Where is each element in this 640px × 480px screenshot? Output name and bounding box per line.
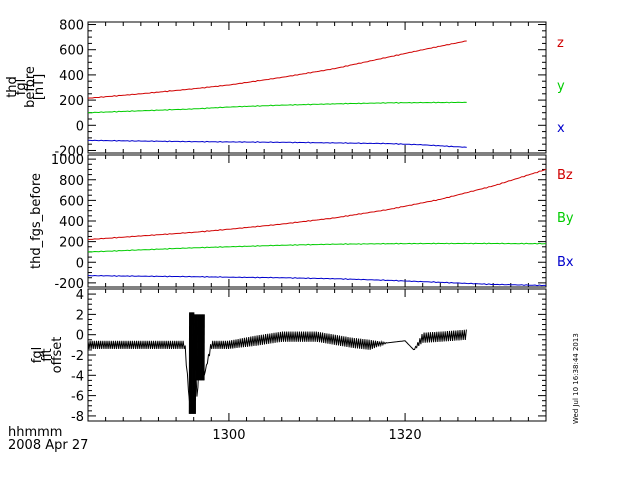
legend-label: x	[557, 121, 565, 136]
legend-label: y	[557, 79, 565, 94]
series-line-bz	[88, 168, 546, 240]
axes-frame	[87, 288, 547, 422]
y-tick-label: 400	[59, 215, 84, 230]
legend-label: Bz	[557, 168, 573, 183]
y-tick-label: -4	[71, 369, 84, 384]
series-line-x	[88, 139, 467, 148]
series-line-y	[88, 101, 467, 114]
y-axis-label: fit	[40, 348, 55, 361]
series-line-by	[88, 242, 546, 253]
x-tick-label: 1320	[389, 428, 422, 443]
y-axis-label: fgl	[14, 79, 29, 95]
y-axis-label: thd	[5, 76, 20, 98]
y-tick-label: -2	[71, 349, 84, 364]
axes-frame	[87, 21, 547, 154]
y-tick-label: 600	[59, 194, 84, 209]
legend-label: Bx	[557, 255, 574, 270]
y-axis-label: offset	[50, 337, 65, 374]
axes-frame	[87, 154, 547, 288]
y-tick-label: 2	[76, 308, 84, 323]
y-tick-label: 400	[59, 69, 84, 84]
y-tick-label: 600	[59, 44, 84, 59]
y-tick-label: -200	[54, 144, 84, 159]
series-spike-burst	[188, 312, 205, 414]
y-tick-label: 800	[59, 19, 84, 34]
y-tick-label: 4	[76, 288, 84, 303]
y-tick-label: 0	[76, 329, 84, 344]
y-tick-label: 1000	[51, 153, 84, 168]
legend-label: z	[557, 36, 564, 51]
y-tick-label: 0	[76, 119, 84, 134]
series-line-z	[88, 40, 467, 99]
y-tick-label: -200	[54, 277, 84, 292]
panel-fgs-before: -200 0 200 400 600 800 1000 thd_fgs_before Bz By B…	[29, 153, 574, 292]
x-tick-label: 1300	[212, 428, 245, 443]
legend-label: By	[557, 211, 574, 226]
timestamp-label: Wed Jul 10 16:38:44 2013	[572, 333, 580, 424]
y-tick-label: 0	[76, 256, 84, 271]
y-tick-label: 200	[59, 236, 84, 251]
y-axis-label: [nT]	[32, 74, 47, 100]
y-axis-label: before	[23, 66, 38, 108]
y-tick-label: -6	[71, 390, 84, 405]
date-label: 2008 Apr 27	[8, 438, 89, 453]
y-axis-label: thd_fgs_before	[29, 173, 44, 269]
y-tick-label: -8	[71, 410, 84, 425]
time-axis-label: hhmmm	[8, 425, 63, 440]
y-tick-label: 800	[59, 174, 84, 189]
series-line-bx	[88, 274, 546, 287]
y-tick-label: 200	[59, 94, 84, 109]
y-axis-label: fgl	[30, 347, 45, 363]
series-line-offset	[88, 314, 467, 403]
